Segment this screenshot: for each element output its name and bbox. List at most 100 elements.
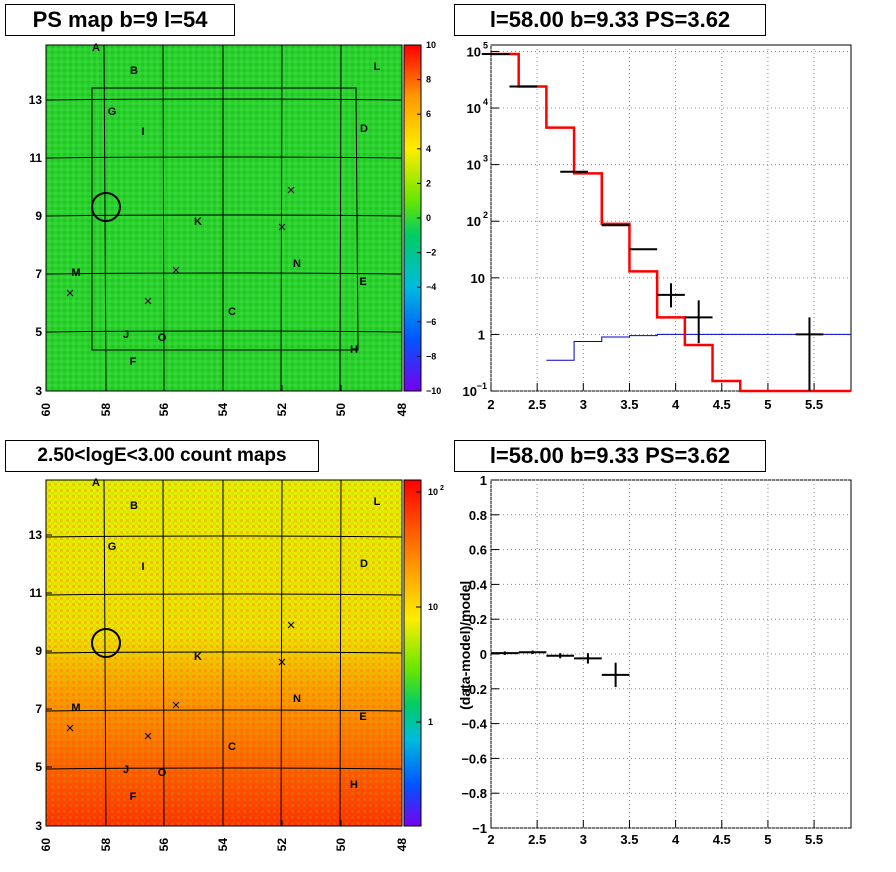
source-label: C <box>228 741 236 753</box>
source-label: B <box>130 500 138 512</box>
colorbar-label: −4 <box>426 282 436 292</box>
source-cross-marker <box>66 724 74 732</box>
resid-y-axis-title: (data-model)/model <box>457 581 473 710</box>
colorbar-label: 6 <box>426 109 431 119</box>
colorbar-exponent: 2 <box>440 485 444 492</box>
source-label: O <box>158 767 167 779</box>
map1-target-circle <box>91 192 121 222</box>
colorbar-label: −2 <box>426 248 436 258</box>
y-tick-label: 13 <box>29 528 43 542</box>
x-tick-label: 58 <box>99 403 113 417</box>
map1-title: PS map b=9 l=54 <box>5 4 235 36</box>
source-cross-marker <box>172 701 180 709</box>
map2-title-text: 2.50<logE<3.00 count maps <box>37 445 287 466</box>
source-label: N <box>293 258 301 270</box>
resid-x-tick-label: 4.5 <box>713 832 731 847</box>
x-tick-label: 50 <box>334 838 348 852</box>
spec-x-tick-label: 3.5 <box>620 397 638 412</box>
source-label: F <box>130 791 137 803</box>
y-tick-label: 7 <box>35 702 42 716</box>
colorbar-label: 2 <box>426 178 431 188</box>
map1-frame <box>45 44 403 392</box>
source-label: F <box>130 356 137 368</box>
source-label: L <box>374 61 381 73</box>
colorbar-label: 10 <box>428 487 438 497</box>
colorbar-label: 0 <box>426 213 431 223</box>
x-tick-label: 48 <box>395 403 409 417</box>
y-tick-label: 11 <box>29 151 42 165</box>
source-cross-marker <box>287 621 295 629</box>
resid-x-tick-label: 2 <box>487 832 494 847</box>
resid-y-tick-label: −1 <box>472 821 487 836</box>
spec-y-tick-label: 10 <box>463 384 477 399</box>
source-label: G <box>108 541 117 553</box>
spec-y-tick-label: 1 <box>478 327 485 342</box>
spec-y-tick-exp: −1 <box>477 381 487 391</box>
source-label: E <box>359 276 366 288</box>
spec-y-tick-exp: 2 <box>483 210 488 220</box>
spec-y-tick-exp: 5 <box>483 40 488 50</box>
resid-y-tick-label: 0.6 <box>469 543 487 558</box>
map2-title: 2.50<logE<3.00 count maps <box>5 440 319 472</box>
source-label: B <box>130 65 138 77</box>
map2-target-circle <box>91 628 121 658</box>
resid-y-tick-label: −0.8 <box>461 786 487 801</box>
source-label: N <box>293 693 301 705</box>
source-label: I <box>141 126 144 138</box>
spec-y-tick-label: 10 <box>467 44 481 59</box>
resid-x-tick-label: 3.5 <box>620 832 638 847</box>
source-cross-marker <box>172 266 180 274</box>
resid-y-tick-label: 0.8 <box>469 508 487 523</box>
source-label: J <box>123 764 129 776</box>
source-label: D <box>360 558 368 570</box>
x-tick-label: 52 <box>275 403 289 417</box>
spec-plot-area <box>490 44 852 392</box>
spec-y-tick-label: 10 <box>471 271 485 286</box>
resid-y-tick-label: −0.6 <box>461 751 487 766</box>
x-tick-label: 56 <box>157 403 171 417</box>
source-label: O <box>158 332 167 344</box>
colorbar-label: 1 <box>428 717 433 727</box>
source-label: A <box>92 477 100 489</box>
spec-y-tick-label: 10 <box>467 214 481 229</box>
resid-x-tick-label: 4 <box>672 832 680 847</box>
map1-heatmap <box>46 45 402 391</box>
source-cross-marker <box>144 732 152 740</box>
resid-x-tick-label: 2.5 <box>528 832 546 847</box>
y-tick-label: 9 <box>35 209 42 223</box>
resid-y-tick-label: 1 <box>480 473 487 488</box>
source-label: H <box>350 779 358 791</box>
colorbar-label: 10 <box>428 602 438 612</box>
source-label: H <box>350 344 358 356</box>
spec-title: l=58.00 b=9.33 PS=3.62 <box>454 4 766 36</box>
resid-title: l=58.00 b=9.33 PS=3.62 <box>454 440 766 472</box>
spec-x-tick-label: 4.5 <box>713 397 731 412</box>
x-tick-label: 54 <box>216 838 230 852</box>
spec-y-tick-label: 10 <box>467 158 481 173</box>
map2-frame <box>45 479 403 827</box>
source-label: L <box>374 496 381 508</box>
source-label: D <box>360 123 368 135</box>
source-label: E <box>359 711 366 723</box>
spec-x-tick-label: 4 <box>672 397 680 412</box>
spec-title-text: l=58.00 b=9.33 PS=3.62 <box>489 7 731 32</box>
source-label: K <box>194 216 202 228</box>
spec-x-tick-label: 2 <box>487 397 494 412</box>
source-cross-marker <box>66 289 74 297</box>
source-label: I <box>141 561 144 573</box>
source-cross-marker <box>287 186 295 194</box>
source-label: M <box>71 267 80 279</box>
source-cross-marker <box>278 658 286 666</box>
source-label: A <box>92 42 100 54</box>
spec-x-tick-label: 3 <box>580 397 587 412</box>
resid-title-text: l=58.00 b=9.33 PS=3.62 <box>489 443 731 468</box>
source-label: K <box>194 651 202 663</box>
resid-y-tick-label: −0.2 <box>461 682 487 697</box>
x-tick-label: 50 <box>334 403 348 417</box>
map2-graticule <box>45 479 403 827</box>
x-tick-label: 56 <box>157 838 171 852</box>
y-tick-label: 9 <box>35 644 42 658</box>
y-tick-label: 5 <box>35 325 42 339</box>
x-tick-label: 58 <box>99 838 113 852</box>
